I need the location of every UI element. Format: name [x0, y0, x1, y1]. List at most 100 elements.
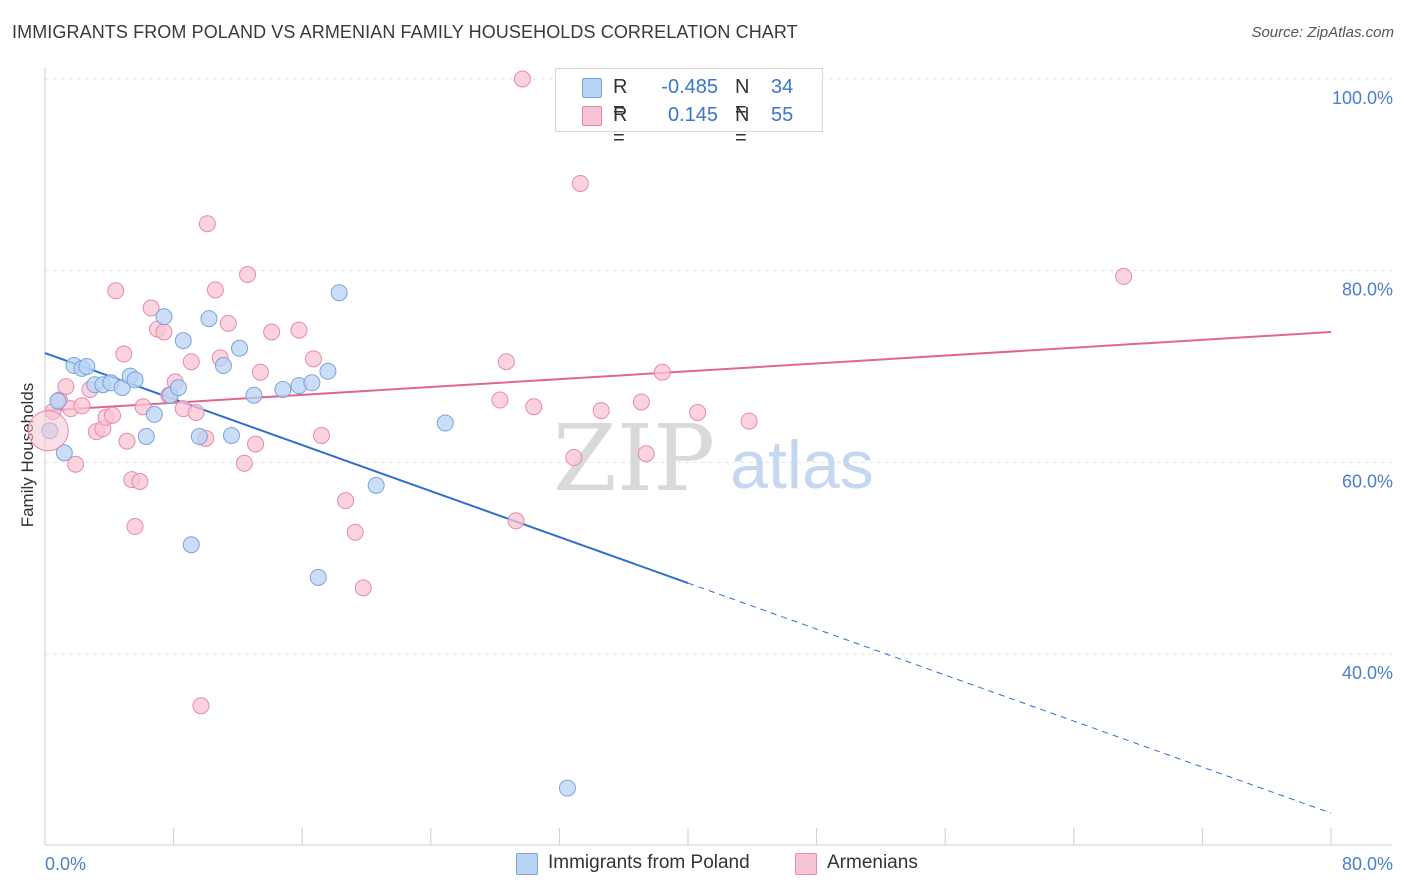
watermark-atlas: atlas — [730, 427, 874, 503]
armenians-point — [219, 314, 237, 332]
poland-point — [274, 381, 292, 398]
armenians-point — [571, 174, 589, 192]
poland-point — [367, 476, 385, 494]
armenians-point — [198, 215, 216, 233]
armenians-point — [155, 323, 173, 341]
chart-title: IMMIGRANTS FROM POLAND VS ARMENIAN FAMIL… — [12, 22, 798, 42]
armenians-cluster-point — [27, 410, 69, 452]
armenians-point — [632, 393, 650, 411]
legend-r-label: R = — [613, 104, 628, 149]
poland-point — [200, 310, 218, 328]
armenians-point — [491, 391, 509, 409]
armenians-point — [239, 266, 257, 283]
watermark: ZIP atlas — [553, 405, 874, 512]
poland-point — [145, 405, 163, 423]
axes — [44, 68, 1392, 846]
legend-n-value: 55 — [771, 104, 794, 126]
armenians-point — [637, 445, 655, 463]
data-points — [27, 70, 1133, 797]
poland-point — [330, 284, 348, 302]
armenians-point — [126, 518, 144, 536]
poland-point — [126, 371, 144, 389]
armenians-point — [251, 363, 269, 381]
legend-n-value: 34 — [771, 76, 794, 98]
legend-r-label: R = — [613, 76, 628, 121]
poland-point — [55, 444, 73, 462]
poland-point — [113, 379, 131, 397]
y-tick-label: 60.0% — [1342, 471, 1393, 491]
armenians-point — [312, 427, 330, 444]
poland-point — [137, 427, 155, 445]
poland-point — [558, 779, 576, 797]
armenians-point — [142, 299, 160, 317]
armenians-point — [263, 323, 281, 341]
y-tick-label: 80.0% — [1342, 280, 1393, 300]
armenians-point — [73, 397, 91, 415]
series-swatch-blue — [516, 853, 538, 875]
poland-point — [222, 427, 240, 444]
poland-point — [155, 308, 173, 326]
armenians-point — [565, 449, 583, 467]
legend-n-label: N = — [735, 76, 750, 121]
poland-point — [214, 357, 232, 375]
armenians-point — [118, 432, 136, 450]
poland-point — [49, 392, 67, 410]
poland-point — [190, 427, 208, 445]
armenians-point — [1115, 267, 1133, 285]
source-label: Source: ZipAtlas.com — [1251, 24, 1394, 41]
gridlines — [45, 78, 1392, 655]
armenians-point — [131, 473, 149, 490]
y-tick-label: 100.0% — [1332, 88, 1393, 108]
legend-n-label: N = — [735, 104, 750, 149]
armenians-point — [290, 321, 308, 339]
armenians-point — [115, 345, 133, 363]
armenians-point — [592, 402, 610, 420]
armenians-point — [354, 579, 372, 597]
armenians-point — [525, 398, 543, 416]
poland-point — [436, 414, 454, 432]
armenians-point — [104, 406, 122, 424]
armenians-point — [497, 353, 515, 371]
armenians-point — [192, 697, 210, 715]
armenians-point — [206, 281, 224, 299]
tick-labels: 100.0% 80.0% 60.0% 40.0% 0.0% 80.0% — [45, 88, 1393, 874]
armenians-point — [507, 512, 525, 530]
poland-point — [231, 339, 249, 357]
poland-trend-extension — [687, 582, 1332, 814]
poland-point — [78, 358, 96, 375]
poland-point — [182, 536, 200, 554]
armenians-point — [235, 454, 253, 472]
poland-point — [303, 374, 321, 392]
armenians-point — [247, 435, 265, 453]
x-tick-label: 0.0% — [45, 854, 86, 874]
y-tick-label: 40.0% — [1342, 663, 1393, 683]
armenians-point — [689, 404, 707, 421]
poland-point — [245, 386, 263, 404]
legend-swatch-blue — [582, 78, 602, 98]
armenians-point — [346, 523, 364, 541]
series-label-armenians: Armenians — [827, 852, 918, 873]
series-legend: Immigrants from Poland Armenians — [0, 852, 1406, 876]
legend-r-value: 0.145 — [667, 104, 718, 126]
legend-r-value: -0.485 — [661, 76, 718, 98]
series-swatch-pink — [795, 853, 817, 875]
poland-trend-line — [44, 352, 689, 585]
armenians-point — [740, 412, 758, 430]
poland-point — [169, 379, 187, 397]
poland-point — [319, 362, 337, 380]
armenians-point — [337, 492, 355, 510]
correlation-legend: R = -0.485 N = 34 R = 0.145 N = 55 — [555, 68, 823, 149]
armenians-point — [182, 353, 200, 371]
armenians-point — [304, 350, 322, 368]
armenians-point — [187, 404, 205, 421]
armenians-point — [513, 70, 531, 88]
armenians-point — [653, 363, 671, 381]
series-label-poland: Immigrants from Poland — [548, 852, 750, 873]
poland-point — [174, 332, 192, 350]
armenians-point — [67, 455, 85, 473]
x-tick-label: 80.0% — [1342, 854, 1393, 874]
armenians-point — [57, 378, 75, 396]
poland-point — [309, 568, 327, 586]
legend-swatch-pink — [582, 106, 602, 126]
